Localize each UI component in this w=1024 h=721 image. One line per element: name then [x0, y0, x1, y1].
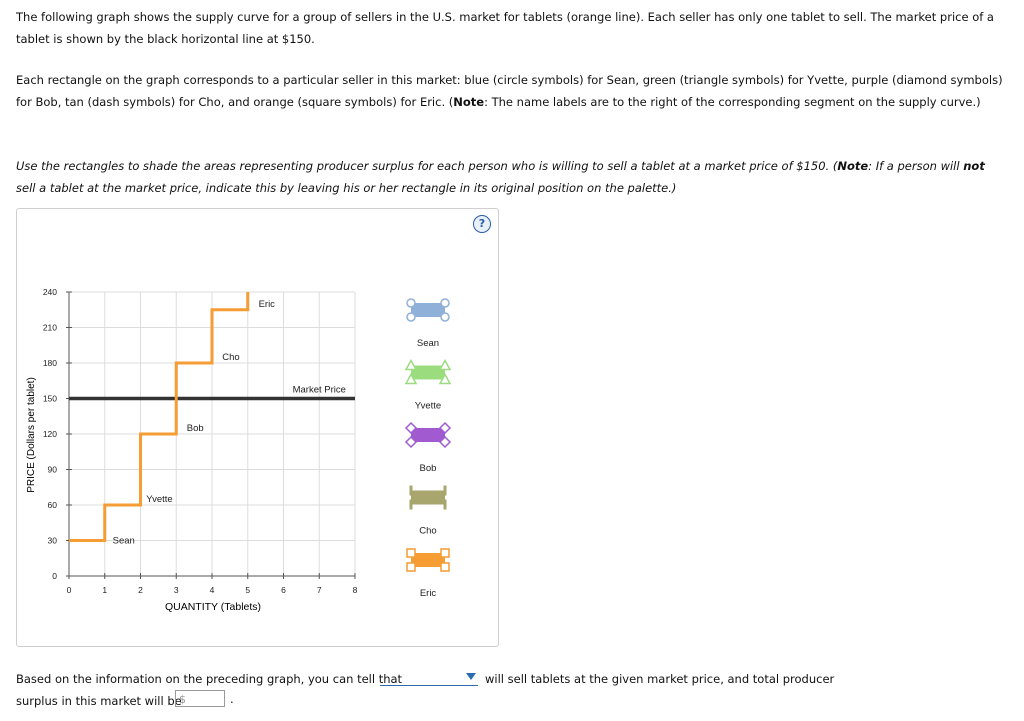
dash-handle-icon	[409, 485, 413, 496]
question-text-a: Based on the information on the precedin…	[16, 672, 403, 686]
graph-panel	[16, 208, 499, 647]
producer-surplus-input[interactable]: $	[175, 690, 225, 707]
circle-handle-icon	[406, 312, 416, 322]
segment-label-sean: Sean	[113, 536, 135, 547]
x-tick-label: 8	[353, 585, 358, 595]
palette-rect-fill	[411, 428, 445, 442]
question-text-b: will sell tablets at the given market pr…	[485, 672, 835, 686]
palette-rect-cho[interactable]	[409, 485, 447, 510]
intro-paragraph-2: Each rectangle on the graph corresponds …	[16, 69, 1006, 113]
question-text-c: surplus in this market will be	[16, 694, 182, 708]
sellers-dropdown[interactable]	[380, 668, 478, 686]
p3-text-b: : If a person will	[868, 159, 964, 173]
instruction-paragraph: Use the rectangles to shade the areas re…	[16, 155, 1006, 199]
intro-paragraph-1: The following graph shows the supply cur…	[16, 10, 994, 46]
y-tick-label: 240	[43, 287, 57, 297]
x-tick-label: 3	[174, 585, 179, 595]
palette-label-sean: Sean	[417, 338, 439, 349]
segment-label-yvette: Yvette	[146, 494, 172, 505]
dash-handle-icon	[443, 499, 447, 510]
triangle-handle-icon	[404, 372, 418, 385]
circle-handle-icon	[440, 312, 450, 322]
p3-text-a: Use the rectangles to shade the areas re…	[16, 159, 838, 173]
diamond-handle-icon	[404, 421, 418, 435]
p3-text-c: sell a tablet at the market price, indic…	[16, 181, 677, 195]
y-tick-label: 180	[43, 358, 57, 368]
diamond-handle-icon	[404, 435, 418, 449]
palette-rect-sean[interactable]	[406, 298, 450, 322]
y-tick-label: 150	[43, 394, 57, 404]
supply-line	[69, 292, 250, 542]
dropdown-arrow-icon	[466, 673, 476, 680]
circle-handle-icon	[406, 298, 416, 308]
segment-labels: Sean Yvette Bob Cho Eric	[113, 299, 276, 547]
market-price-line: Market Price	[69, 385, 355, 401]
p3-note: Note	[837, 159, 869, 173]
dash-handle-icon	[443, 485, 447, 496]
x-axis-label: QUANTITY (Tablets)	[165, 601, 261, 613]
supply-curve	[69, 292, 250, 542]
x-tick-label: 2	[138, 585, 143, 595]
palette-label-bob: Bob	[420, 463, 437, 474]
y-tick-label: 0	[52, 571, 57, 581]
x-tick-label: 6	[281, 585, 286, 595]
p2-note: Note	[453, 95, 485, 109]
palette-label-yvette: Yvette	[415, 401, 441, 412]
triangle-handle-icon	[438, 358, 452, 371]
square-handle-icon	[406, 548, 416, 558]
dash-handle-icon	[409, 499, 413, 510]
p2-text-b: : The name labels are to the right of th…	[484, 95, 981, 109]
x-tick-label: 7	[317, 585, 322, 595]
x-tick-label: 5	[245, 585, 250, 595]
x-tick-label: 0	[67, 585, 72, 595]
axes	[66, 291, 356, 579]
period: .	[230, 692, 234, 706]
y-tick-label: 90	[48, 465, 58, 475]
palette-rect-fill	[411, 303, 445, 317]
circle-handle-icon	[440, 298, 450, 308]
triangle-handle-icon	[404, 358, 418, 371]
segment-label-cho: Cho	[222, 352, 239, 363]
palette-rect-bob[interactable]	[404, 421, 452, 449]
palette-label-eric: Eric	[420, 588, 437, 599]
palette-label-cho: Cho	[419, 526, 436, 537]
palette-rect-eric[interactable]	[406, 548, 450, 572]
segment-label-eric: Eric	[259, 299, 276, 310]
y-tick-label: 60	[48, 500, 58, 510]
segment-label-bob: Bob	[187, 423, 204, 434]
currency-sign: $	[179, 693, 186, 706]
diamond-handle-icon	[438, 435, 452, 449]
triangle-handle-icon	[438, 372, 452, 385]
palette-rect-yvette[interactable]	[404, 358, 452, 385]
y-tick-label: 210	[43, 323, 57, 333]
tick-labels: 0 1 2 3 4 5 6 7 8 0 30 60 90 120 150 180 210 240	[43, 287, 358, 595]
square-handle-icon	[440, 562, 450, 572]
y-axis-label: PRICE (Dollars per tablet)	[26, 377, 37, 493]
square-handle-icon	[406, 562, 416, 572]
x-tick-label: 4	[210, 585, 215, 595]
help-icon[interactable]: ?	[473, 215, 491, 233]
p2-text-a: Each rectangle on the graph corresponds …	[16, 73, 1003, 109]
p3-not: not	[963, 159, 985, 173]
square-handle-icon	[440, 548, 450, 558]
palette-rect-fill	[411, 490, 445, 505]
market-price-label: Market Price	[293, 385, 346, 396]
rectangle-palette: Sean Yvette Bob Cho Eric	[404, 298, 452, 599]
palette-rect-fill	[411, 553, 445, 567]
palette-rect-fill	[411, 365, 445, 380]
y-tick-label: 120	[43, 429, 57, 439]
diamond-handle-icon	[438, 421, 452, 435]
x-tick-label: 1	[102, 585, 107, 595]
y-tick-label: 30	[48, 536, 58, 546]
